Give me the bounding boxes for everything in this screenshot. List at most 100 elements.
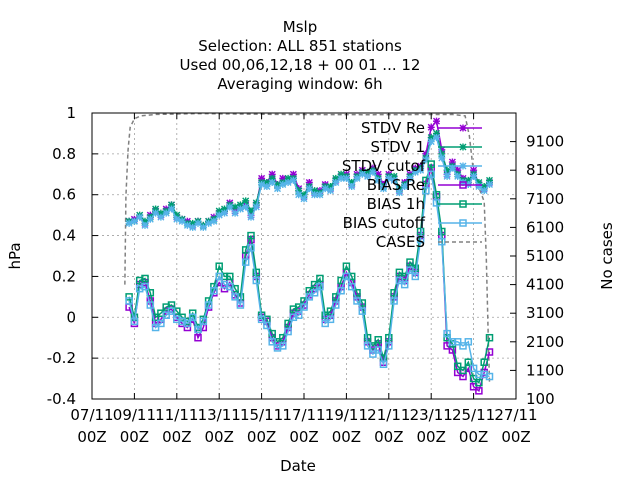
y2-tick-label: 4100 xyxy=(526,276,564,294)
data-point xyxy=(326,315,335,324)
data-point xyxy=(327,187,334,195)
data-point xyxy=(364,172,372,180)
x-tick-label: 15/11 xyxy=(240,406,283,424)
x-tick-label-time: 00Z xyxy=(289,428,318,446)
data-point xyxy=(321,319,329,328)
data-point xyxy=(284,174,292,182)
y-axis-label: hPa xyxy=(6,242,24,269)
data-point xyxy=(231,209,239,217)
data-point xyxy=(210,217,218,225)
legend-label: STDV Re xyxy=(361,119,425,137)
data-point xyxy=(395,185,403,193)
data-point xyxy=(433,134,440,142)
x-tick-label-time: 00Z xyxy=(205,428,234,446)
data-point xyxy=(125,297,133,305)
data-point xyxy=(130,217,138,225)
x-axis-label: Date xyxy=(280,457,316,475)
data-point xyxy=(459,342,467,350)
data-point xyxy=(289,176,297,184)
data-point xyxy=(358,170,366,178)
data-point xyxy=(327,183,334,191)
data-point xyxy=(454,166,462,174)
title-line-3: Used 00,06,12,18 + 00 01 ... 12 xyxy=(180,56,421,74)
data-point xyxy=(194,219,202,227)
data-point xyxy=(438,154,446,162)
y-tick-label: 0 xyxy=(66,308,76,326)
data-point xyxy=(247,244,255,252)
data-point xyxy=(247,213,255,221)
data-point xyxy=(411,272,420,281)
x-tick-label: 27/11 xyxy=(494,406,537,424)
data-point xyxy=(348,183,356,191)
data-point xyxy=(316,191,324,199)
data-point xyxy=(241,258,250,266)
data-point xyxy=(395,189,403,197)
data-point xyxy=(358,307,367,315)
data-point xyxy=(136,213,144,221)
data-point xyxy=(152,209,160,217)
x-tick-label-time: 00Z xyxy=(332,428,361,446)
data-point xyxy=(448,164,456,172)
data-point xyxy=(469,382,478,391)
data-point xyxy=(289,170,297,178)
data-point xyxy=(379,360,388,369)
data-point xyxy=(252,199,260,207)
data-point xyxy=(464,358,473,366)
data-point xyxy=(157,209,165,217)
data-point xyxy=(221,209,228,217)
data-point xyxy=(443,166,451,174)
data-point xyxy=(199,317,208,326)
data-point xyxy=(342,262,351,270)
data-point xyxy=(374,346,382,354)
title-line-4: Averaging window: 6h xyxy=(217,75,382,93)
data-point xyxy=(300,303,308,311)
y-tick-label: 0.6 xyxy=(52,186,76,204)
data-point xyxy=(453,338,462,346)
data-point xyxy=(369,350,377,358)
data-point xyxy=(427,160,435,168)
data-point xyxy=(311,191,319,199)
data-point xyxy=(332,178,340,186)
data-point xyxy=(411,168,419,176)
data-point xyxy=(226,282,234,291)
data-point xyxy=(152,205,160,213)
grid xyxy=(92,113,516,399)
data-point xyxy=(433,129,440,137)
data-point xyxy=(353,297,361,305)
data-point xyxy=(258,174,266,182)
data-point xyxy=(433,117,440,125)
x-tick-label: 07/11 xyxy=(70,406,113,424)
y-tick-label: 1 xyxy=(66,104,76,122)
data-point xyxy=(438,146,446,154)
series-line-bias-re xyxy=(128,167,491,393)
data-point xyxy=(385,342,393,350)
data-point xyxy=(364,168,372,176)
data-point xyxy=(486,176,493,184)
series-bias-cutoff xyxy=(125,170,494,381)
data-point xyxy=(279,174,287,182)
data-point xyxy=(294,311,303,319)
data-point xyxy=(427,123,435,131)
y2-tick-label: 100 xyxy=(526,390,555,408)
data-point xyxy=(406,174,414,182)
data-point xyxy=(221,205,228,213)
data-point xyxy=(316,282,324,291)
data-point xyxy=(274,181,281,188)
data-point xyxy=(215,272,223,281)
data-point xyxy=(337,174,345,182)
data-point xyxy=(305,185,313,193)
data-point xyxy=(475,178,483,186)
data-point xyxy=(316,274,324,283)
data-point xyxy=(348,178,356,186)
legend-label: STDV cutof xyxy=(342,157,426,175)
x-tick-label-time: 00Z xyxy=(459,428,488,446)
data-point xyxy=(422,150,430,158)
data-point xyxy=(183,319,192,328)
series-stdv-cutof xyxy=(125,134,493,231)
data-point xyxy=(305,293,314,301)
data-point xyxy=(311,187,319,195)
data-point xyxy=(438,227,446,236)
x-tick-label: 09/11 xyxy=(113,406,156,424)
data-point xyxy=(480,187,488,195)
